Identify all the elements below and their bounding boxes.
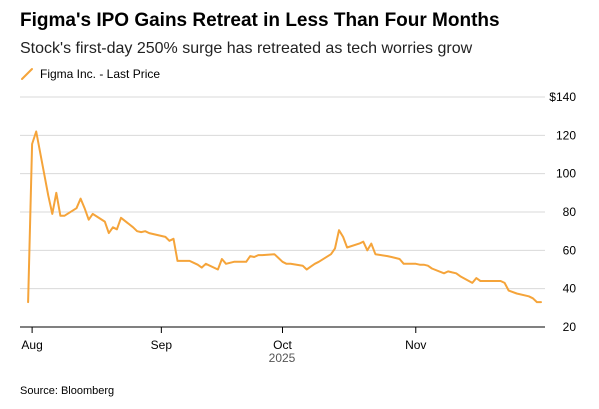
source-note: Source: Bloomberg [20,385,115,397]
legend-label: Figma Inc. - Last Price [40,67,161,81]
y-tick-label: 20 [563,320,577,334]
y-tick-label: 60 [563,243,577,257]
x-tick-label: Aug [21,338,42,352]
y-tick-label: 120 [556,128,576,142]
x-tick-label: Oct [273,338,292,352]
y-tick-label: 100 [556,167,576,181]
legend: Figma Inc. - Last Price [20,67,160,81]
x-tick-label: Sep [151,338,173,352]
y-tick-label: $140 [549,90,576,104]
chart-subtitle: Stock's first-day 250% surge has retreat… [20,40,473,57]
y-tick-label: 40 [563,282,577,296]
y-tick-label: 80 [563,205,577,219]
chart-title: Figma's IPO Gains Retreat in Less Than F… [20,10,500,31]
series-line-0 [27,130,542,304]
x-tick-label: Nov [405,338,426,352]
legend-line-icon [21,68,33,80]
x-axis-year-label: 2025 [269,351,296,365]
